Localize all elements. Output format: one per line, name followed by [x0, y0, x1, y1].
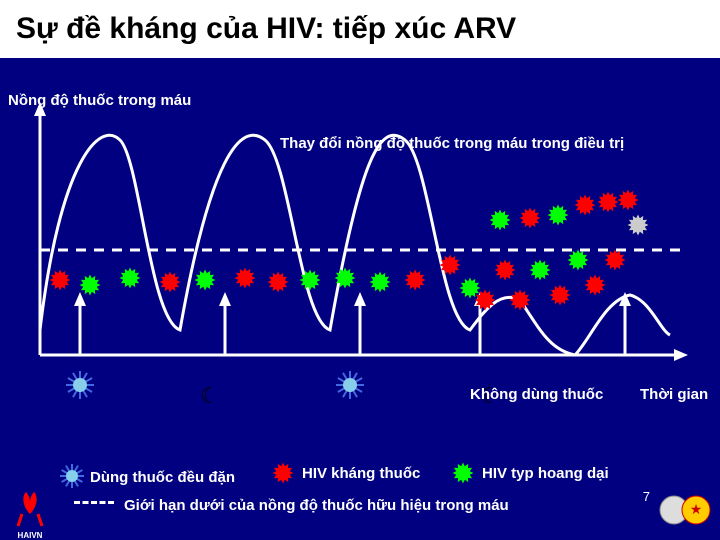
sun-icon — [58, 462, 86, 490]
partner-logo: ★ — [658, 488, 712, 532]
legend-resistant: HIV kháng thuốc — [270, 460, 420, 486]
svg-text:★: ★ — [690, 501, 703, 517]
title-bar: Sự đề kháng của HIV: tiếp xúc ARV — [0, 0, 720, 58]
haivn-logo: HAIVN — [8, 488, 52, 532]
chart-area — [40, 120, 680, 380]
y-axis-arrow — [34, 102, 46, 116]
drug-concentration-curve — [40, 135, 670, 355]
legend-resistant-label: HIV kháng thuốc — [302, 465, 420, 482]
moon-icon: ☾ — [200, 383, 220, 409]
legend-regular-dose-label: Dùng thuốc đều đặn — [90, 469, 235, 486]
haivn-logo-text: HAIVN — [8, 531, 52, 540]
legend-regular-dose: Dùng thuốc đều đặn — [90, 469, 235, 486]
x-axis-arrow — [674, 349, 688, 361]
slide-title: Sự đề kháng của HIV: tiếp xúc ARV — [16, 12, 704, 46]
virus-icon — [270, 460, 296, 486]
legend-threshold: Giới hạn dưới của nồng độ thuốc hữu hiệu… — [124, 497, 509, 514]
legend-wild-label: HIV typ hoang dại — [482, 465, 609, 482]
x-axis-label: Thời gian — [640, 386, 708, 403]
virus-icon — [450, 460, 476, 486]
legend-wild-type: HIV typ hoang dại — [450, 460, 609, 486]
slide-number: 7 — [643, 489, 650, 504]
no-drug-label: Không dùng thuốc — [470, 386, 603, 403]
dashed-line-legend-icon — [74, 501, 114, 504]
legend-threshold-label: Giới hạn dưới của nồng độ thuốc hữu hiệu… — [124, 497, 509, 514]
dose-arrows — [74, 292, 631, 355]
